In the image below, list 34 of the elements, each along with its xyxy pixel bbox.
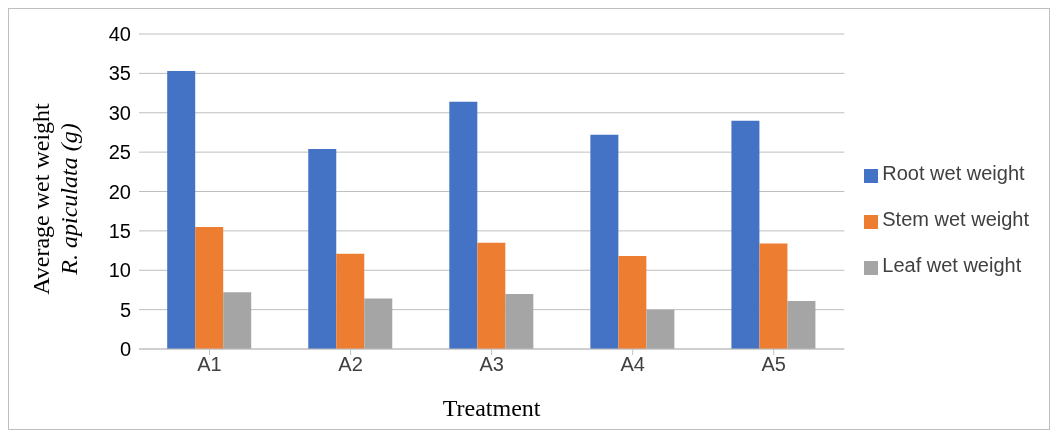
y-tick-label: 15 [108, 219, 131, 242]
x-tick-label: A1 [197, 353, 222, 376]
bar [618, 256, 647, 349]
y-tick-label: 30 [108, 101, 131, 124]
y-tick-label: 20 [108, 180, 131, 203]
bar [336, 253, 365, 349]
y-axis-title: Average wet weight R. apiculata (g) [28, 102, 82, 295]
y-tick-label: 0 [119, 338, 131, 361]
bar [167, 71, 196, 349]
bar [223, 292, 252, 349]
bar [590, 134, 619, 349]
bar [759, 243, 788, 349]
y-tick-label: 35 [108, 62, 131, 85]
bar [505, 293, 534, 349]
bar [195, 226, 224, 349]
bar [364, 298, 393, 349]
y-tick-label: 5 [119, 298, 131, 321]
legend-label: Root wet weight [882, 162, 1025, 184]
bar [787, 300, 816, 349]
x-tick-label: A2 [338, 353, 363, 376]
x-tick-label: A4 [620, 353, 645, 376]
bar [646, 309, 675, 349]
y-tick-label: 40 [108, 23, 131, 46]
y-tick-label: 10 [108, 259, 131, 282]
x-tick-label: A5 [761, 353, 786, 376]
x-axis-title: Treatment [442, 395, 541, 422]
legend-label: Stem wet weight [882, 208, 1029, 230]
legend-label: Leaf wet weight [882, 254, 1022, 276]
bar [449, 101, 478, 349]
bar [477, 242, 506, 349]
y-tick-label: 25 [108, 141, 131, 164]
x-tick-label: A3 [479, 353, 504, 376]
bar [731, 120, 760, 349]
bar [308, 148, 337, 349]
